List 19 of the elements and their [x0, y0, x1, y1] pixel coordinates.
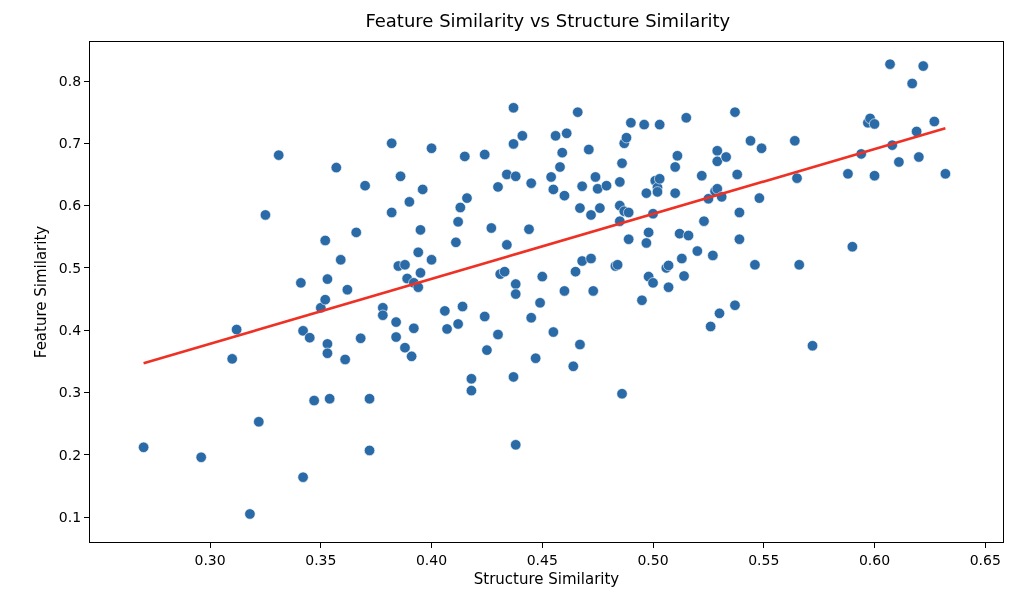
- y-tick-label: 0.2: [58, 446, 82, 463]
- y-tick-label: 0.1: [58, 508, 82, 525]
- y-tick-label: 0.4: [58, 322, 82, 339]
- x-tick-label: 0.40: [415, 551, 448, 568]
- y-tick-label: 0.5: [58, 259, 82, 276]
- y-tick-label: 0.8: [58, 72, 82, 89]
- chart-title: Feature Similarity vs Structure Similarity: [365, 10, 731, 32]
- y-axis-title: Feature Similarity: [32, 225, 51, 359]
- x-tick-label: 0.65: [969, 551, 1001, 568]
- y-tick-label: 0.7: [58, 135, 82, 152]
- x-tick-label: 0.55: [748, 551, 780, 568]
- x-tick-label: 0.50: [637, 551, 669, 568]
- y-tick-label: 0.6: [58, 197, 82, 214]
- x-tick-label: 0.60: [858, 551, 891, 568]
- x-tick-label: 0.35: [305, 551, 337, 568]
- x-tick-label: 0.30: [194, 551, 226, 568]
- x-tick-label: 0.45: [526, 551, 558, 568]
- x-axis-title: Structure Similarity: [473, 569, 620, 588]
- y-tick-label: 0.3: [58, 384, 82, 401]
